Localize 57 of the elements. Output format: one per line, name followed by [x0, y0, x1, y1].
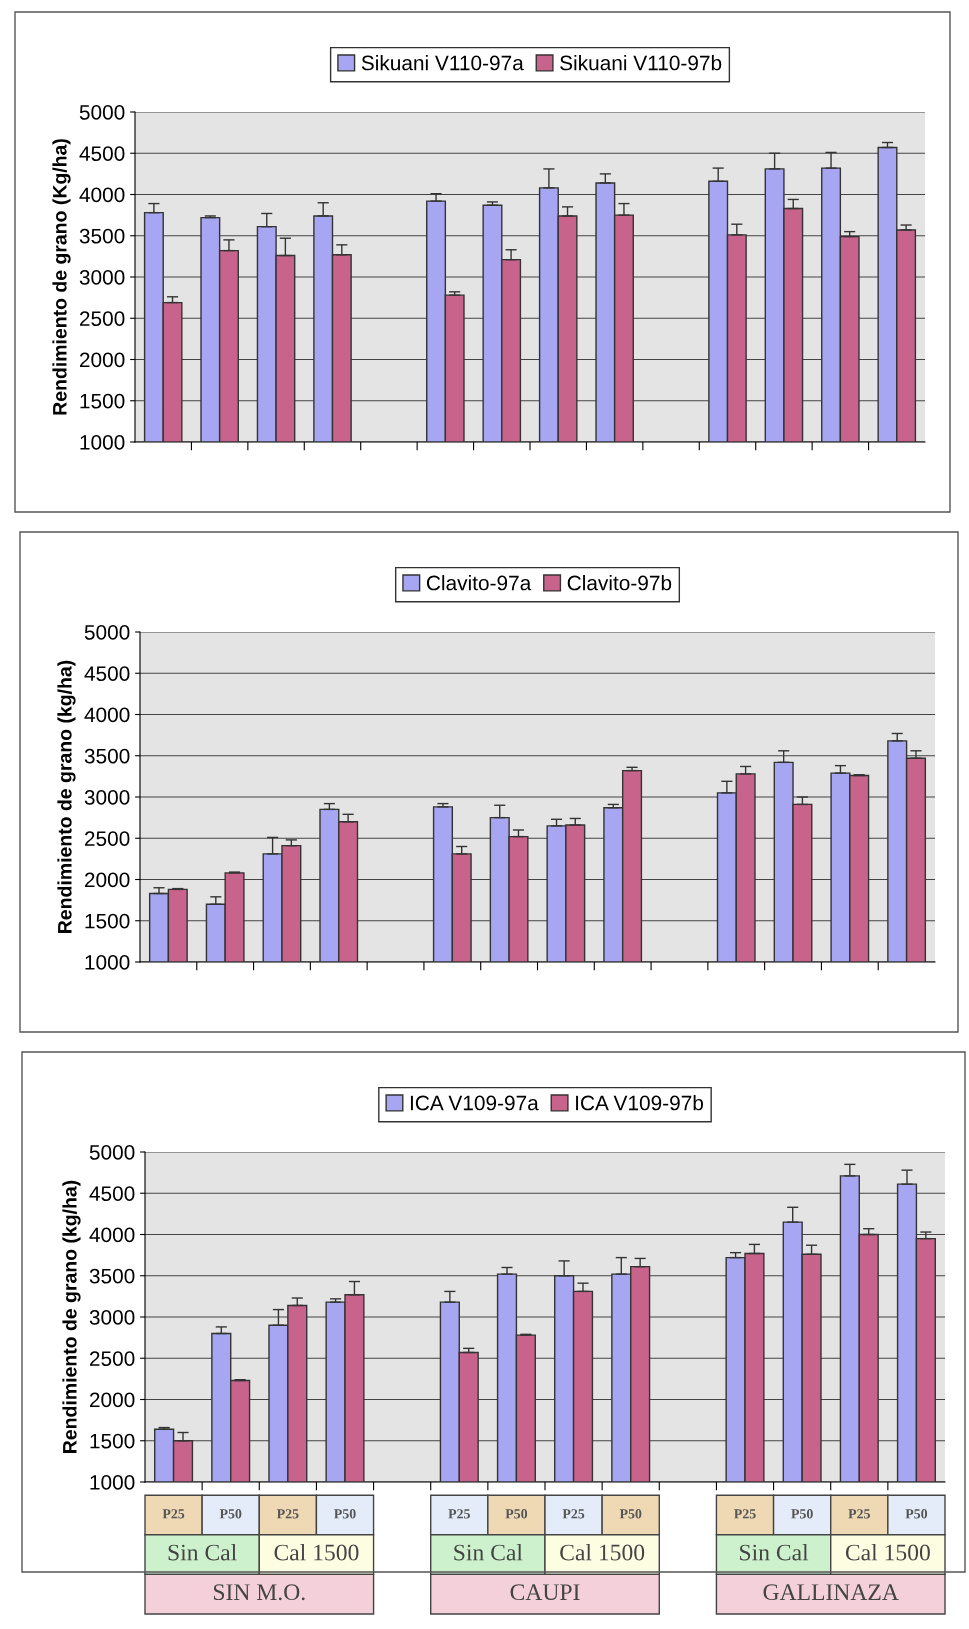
y-tick-label: 4500 — [89, 1186, 135, 1201]
text: Cal 1500 — [845, 1543, 930, 1561]
text: Cal 1500 — [560, 1543, 645, 1561]
text: CAUPI — [510, 1584, 580, 1601]
y-tick-label: 2500 — [84, 831, 130, 846]
y-tick-label: 3000 — [84, 790, 130, 805]
y-tick-label: 2000 — [79, 352, 125, 368]
text: Sin Cal — [454, 1543, 523, 1561]
y-tick-label: 1500 — [85, 913, 130, 929]
y-axis-title: Rendimiento de grano (Kg/ha) — [52, 139, 71, 415]
legend-label: Sikuani V110-97a — [361, 55, 524, 71]
text: Cal 1500 — [274, 1543, 359, 1561]
legend-label: Clavito-97b — [567, 575, 672, 591]
y-tick-label: 5000 — [79, 105, 125, 120]
y-tick-label: 3000 — [79, 270, 125, 285]
x-tick-label: P25 — [162, 1509, 185, 1519]
x-tick-label: P25 — [734, 1509, 756, 1519]
legend-label: Clavito-97a — [426, 575, 532, 591]
x-tick-label: P25 — [848, 1509, 870, 1519]
x-tick-label: P50 — [791, 1509, 813, 1519]
y-axis-title: Rendimiento de grano (kg/ha) — [62, 1180, 81, 1453]
y-tick-label: 3000 — [89, 1310, 135, 1325]
y-tick-label: 2000 — [89, 1392, 135, 1408]
y-tick-label: 4500 — [84, 666, 130, 681]
y-tick-label: 1500 — [90, 1433, 135, 1449]
y-tick-label: 1000 — [80, 435, 125, 450]
y-tick-label: 3500 — [84, 748, 130, 764]
y-tick-label: 3500 — [79, 228, 125, 244]
y-tick-label: 4000 — [84, 707, 130, 723]
text: GALLINAZA — [763, 1584, 899, 1601]
x-tick-label: P25 — [562, 1509, 585, 1519]
text: SIN M.O. — [213, 1584, 305, 1601]
x-tick-label: P25 — [276, 1509, 299, 1519]
x-tick-label: P50 — [619, 1509, 642, 1519]
y-tick-label: 2500 — [89, 1351, 135, 1366]
y-tick-label: 4000 — [79, 187, 125, 203]
y-tick-label: 2000 — [84, 872, 130, 888]
x-tick-label: P50 — [505, 1509, 528, 1519]
y-tick-label: 4000 — [89, 1227, 135, 1243]
y-tick-label: 1500 — [80, 393, 125, 409]
x-tick-label: P50 — [219, 1509, 242, 1519]
x-tick-label: P50 — [334, 1509, 356, 1519]
y-tick-label: 5000 — [89, 1145, 135, 1160]
text: Sin Cal — [168, 1543, 237, 1561]
y-tick-label: 4500 — [79, 146, 125, 161]
y-tick-label: 2500 — [79, 311, 125, 326]
y-tick-label: 5000 — [84, 625, 130, 640]
y-tick-label: 1000 — [90, 1475, 135, 1490]
y-tick-label: 1000 — [85, 955, 130, 970]
x-tick-label: P25 — [448, 1509, 470, 1519]
text: Sin Cal — [740, 1543, 809, 1561]
legend-label: ICA V109-97b — [576, 1095, 704, 1111]
legend-label: ICA V109-97a — [410, 1095, 539, 1111]
y-axis-title: Rendimiento de grano (kg/ha) — [57, 660, 76, 933]
legend-label: Sikuani V110-97b — [560, 55, 722, 71]
x-tick-label: P50 — [905, 1509, 928, 1519]
y-tick-label: 3500 — [89, 1268, 135, 1284]
